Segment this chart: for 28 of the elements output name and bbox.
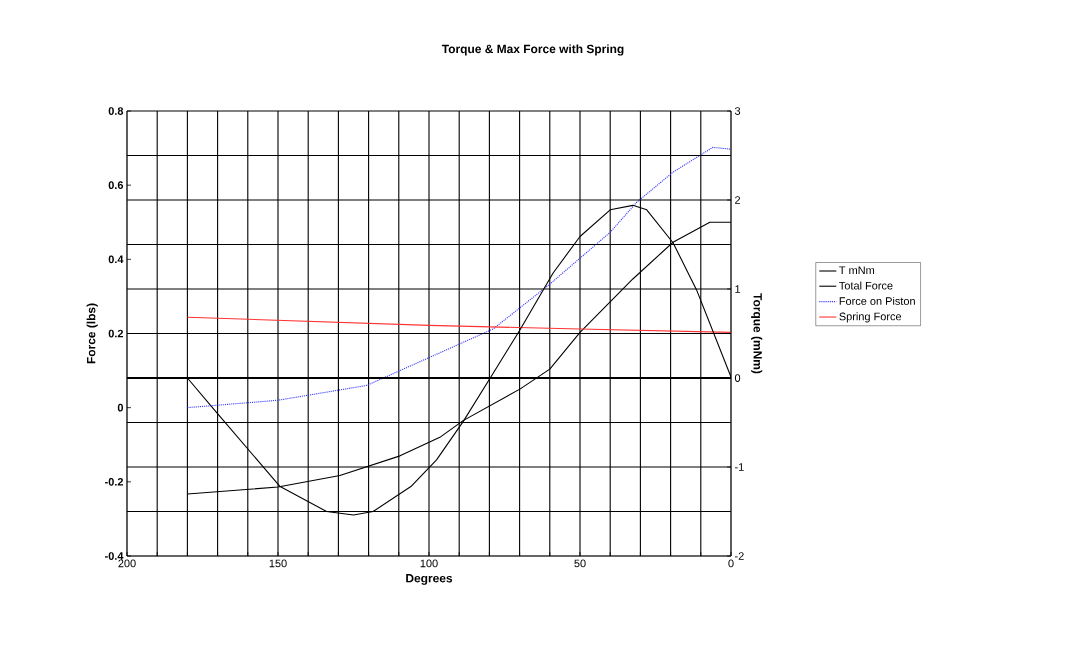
- y-axis-title: Force (lbs): [86, 303, 98, 364]
- y2-tick-label: 0: [734, 374, 741, 382]
- y2-axis-title: Torque (mNm): [751, 293, 763, 374]
- y2-tick-label: 2: [735, 196, 741, 204]
- y2-tick-label: -2: [735, 552, 744, 560]
- y2-tick-label: -1: [735, 463, 744, 471]
- y-tick-label: 0: [117, 403, 124, 412]
- y-tick-label: 0.2: [108, 329, 124, 338]
- y-tick-label: 0.4: [108, 255, 124, 264]
- y-tick-label: -0.2: [105, 477, 124, 486]
- x-tick-label: 0: [728, 559, 734, 568]
- x-tick-label: 200: [118, 559, 136, 568]
- y2-tick-label: 3: [734, 107, 741, 115]
- x-tick-label: 150: [269, 559, 287, 568]
- legend-label: Spring Force: [839, 312, 902, 323]
- legend-label: T mNm: [839, 266, 875, 275]
- line-series: [186, 146, 731, 409]
- legend-label: Force on Piston: [839, 296, 915, 305]
- y2-tick-label: 1: [735, 285, 741, 293]
- line-series: [186, 316, 731, 333]
- y-tick-label: -0.4: [105, 552, 124, 560]
- chart-title: Torque & Max Force with Spring: [441, 44, 624, 56]
- x-tick-label: 50: [574, 559, 586, 568]
- y-tick-label: 0.6: [108, 181, 124, 190]
- x-tick-label: 100: [420, 559, 438, 568]
- y-tick-label: 0.8: [108, 107, 124, 115]
- x-axis-title: Degrees: [406, 574, 453, 585]
- legend-label: Total Force: [839, 281, 893, 290]
